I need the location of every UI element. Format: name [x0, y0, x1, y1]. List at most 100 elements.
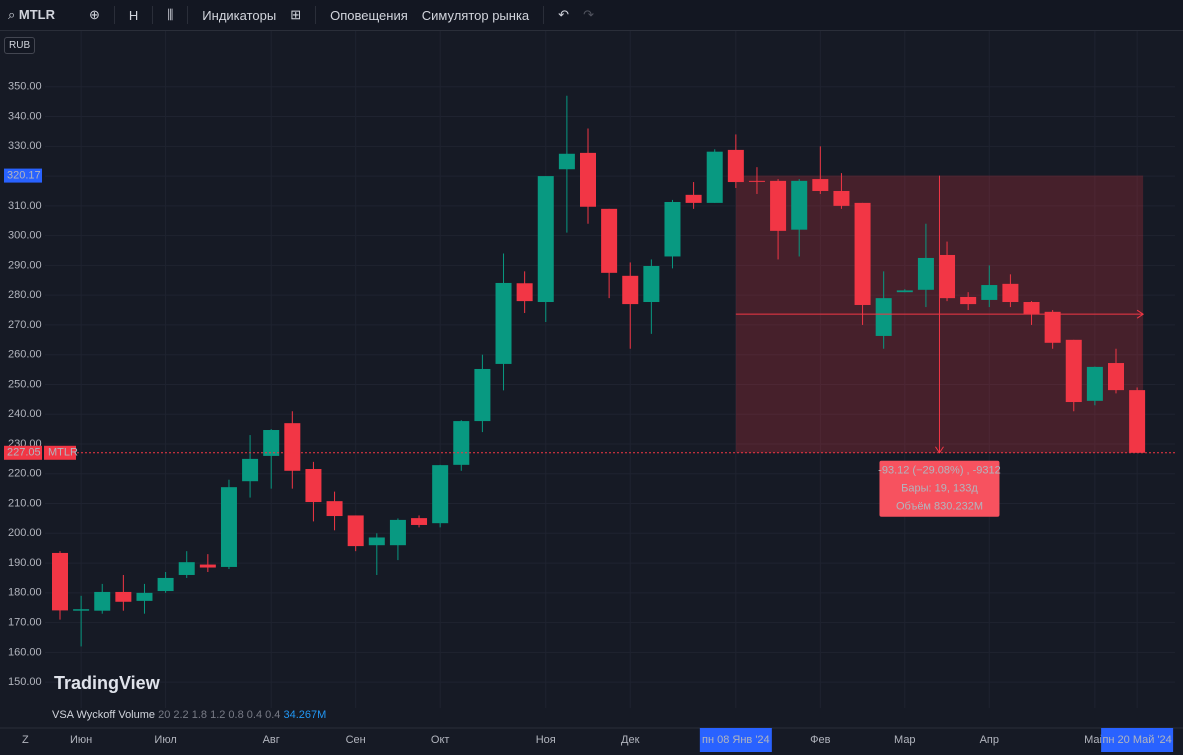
candle-body [474, 368, 491, 422]
x-tick-label: Ноя [536, 734, 556, 746]
x-tick-label: Июн [70, 734, 92, 746]
undo[interactable]: ↶ [558, 7, 570, 22]
candle-body [537, 176, 554, 303]
candle-body [305, 469, 322, 503]
candle-body [875, 298, 892, 336]
candle-body [580, 152, 596, 207]
symbol-search[interactable]: ⌕ MTLR [8, 7, 56, 22]
x-tick-label: Май [1084, 734, 1106, 746]
candle-body [664, 201, 681, 257]
candle-body [1065, 339, 1082, 403]
price-tag-bg [4, 445, 42, 460]
candle-body [685, 194, 702, 203]
candle-body [432, 465, 449, 524]
candle-body [284, 423, 301, 471]
x-tick-label: Июл [154, 734, 176, 746]
candle-body [896, 290, 913, 293]
candle-body [748, 180, 765, 182]
bottom-left-button: Z [22, 734, 29, 746]
x-tick-label: Дек [621, 734, 640, 746]
logo[interactable]: TradingView [54, 673, 160, 693]
candle-body [495, 282, 512, 364]
x-tick-label: Окт [431, 734, 450, 746]
candle-body [1023, 302, 1040, 314]
candle-body [115, 591, 132, 602]
measure-text: Объём 830.232M [896, 501, 983, 513]
x-tick-label: Авг [263, 734, 280, 746]
candle-body [917, 257, 934, 290]
candle-body [960, 296, 977, 305]
add-symbol[interactable]: ⊕ [89, 7, 100, 22]
measure-text: Бары: 19, 133д [901, 483, 978, 495]
candle-body [770, 180, 787, 231]
candle-body [136, 592, 153, 601]
redo[interactable]: ↷ [583, 7, 594, 22]
candle-body [854, 202, 871, 305]
candle-body [1108, 363, 1124, 391]
measure-start-price: 320.17 [7, 169, 41, 181]
y-tick-label: 220.00 [8, 468, 42, 480]
currency[interactable]: RUB [4, 37, 36, 54]
candle-body [601, 208, 618, 273]
price-tag-bg [4, 168, 42, 183]
candle-body [1002, 283, 1019, 303]
indicators[interactable]: Индикаторы [202, 7, 277, 23]
chart-type[interactable]: ⫼ [167, 7, 174, 22]
symbol[interactable]: MTLR [18, 7, 56, 22]
candle-body [706, 151, 723, 203]
candle-body [263, 430, 280, 456]
candle-body [939, 254, 956, 299]
volume-name: VSA Wyckoff Volume [52, 709, 156, 721]
candle-body [812, 179, 829, 191]
candle-body [833, 190, 850, 206]
y-tick-label: 210.00 [8, 497, 42, 509]
separator [315, 6, 317, 24]
y-tick-label: 250.00 [8, 378, 42, 390]
candle-body [157, 577, 174, 592]
y-tick-label: 190.00 [8, 557, 42, 569]
y-tick-label: 170.00 [8, 617, 42, 629]
candle-body [73, 609, 90, 611]
replay[interactable]: Симулятор рынка [421, 7, 530, 23]
volume-params: 20 2.2 1.8 1.2 0.8 0.4 0.4 [158, 709, 281, 721]
separator [152, 6, 154, 24]
y-tick-label: 300.00 [8, 230, 42, 242]
y-tick-label: 330.00 [8, 140, 42, 152]
crosshair-date: пн 20 Май '24 [1102, 734, 1171, 746]
y-tick-label: 280.00 [8, 289, 42, 301]
alerts[interactable]: Оповещения [330, 7, 408, 23]
crosshair-date-bg [699, 728, 772, 752]
y-tick-label: 260.00 [8, 349, 42, 361]
candle-body [347, 515, 364, 547]
templates[interactable]: ⊞ [290, 7, 302, 22]
candle-body [326, 501, 343, 517]
candle-body [368, 537, 385, 546]
separator [187, 6, 189, 24]
candle-body [791, 180, 808, 230]
chart: 150.00 160.00 170.00 180.00 190.00 200.00 210.… [0, 31, 1183, 752]
candle-body [1086, 366, 1103, 401]
y-tick-label: 270.00 [8, 319, 42, 331]
last-price: 227.05 [7, 447, 41, 459]
candle-body [411, 518, 428, 525]
candle-body [622, 275, 639, 305]
symbol-tag: MTLR [48, 447, 78, 459]
y-tick-label: 340.00 [8, 110, 42, 122]
x-tick-label: Мар [894, 734, 916, 746]
toolbar: ⌕ MTLR ⊕ H ⫼ Индикаторы ⊞ Оповещения Сим… [0, 0, 1183, 31]
interval[interactable]: H [128, 7, 139, 23]
y-tick-label: 180.00 [8, 587, 42, 599]
separator [113, 6, 115, 24]
arrow-head [935, 446, 944, 454]
candle-body [558, 153, 575, 170]
volume-legend: VSA Wyckoff Volume 20 2.2 1.8 1.2 0.8 0.… [52, 709, 326, 721]
candle-body [199, 564, 216, 568]
candle-body [220, 487, 237, 567]
y-tick-label: 200.00 [8, 527, 42, 539]
candle-body [516, 283, 533, 302]
candle-body [178, 562, 195, 575]
candle-body [1044, 311, 1061, 343]
candle-body [389, 519, 406, 546]
candle-body [643, 265, 660, 303]
x-tick-label: Апр [980, 734, 999, 746]
